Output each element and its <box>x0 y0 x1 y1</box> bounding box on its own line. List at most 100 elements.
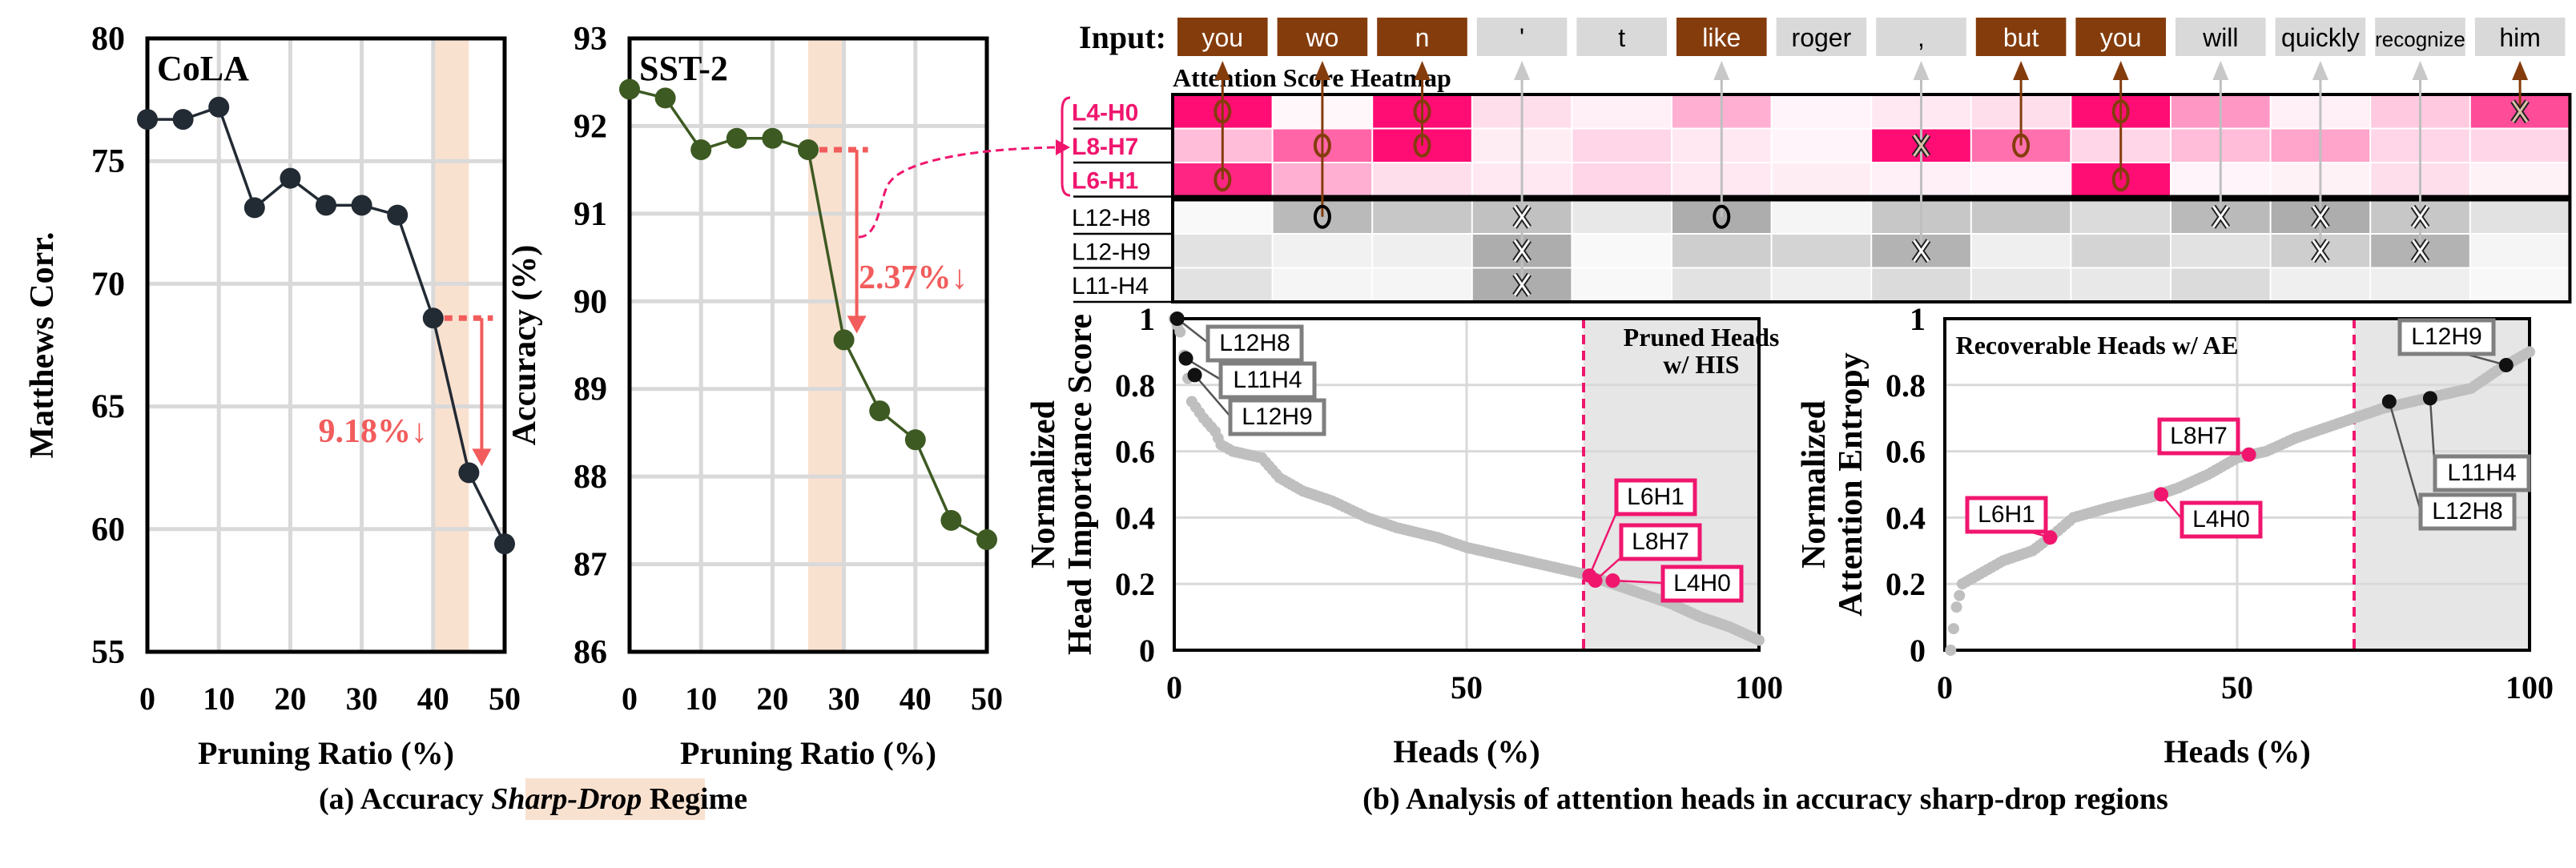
y-tick-label: 70 <box>91 266 125 303</box>
heatmap-cell <box>2470 129 2570 162</box>
input-token <box>2176 18 2266 56</box>
x-tick-label: 50 <box>1451 669 1483 705</box>
head-label-box <box>2433 454 2531 492</box>
data-point <box>940 509 962 531</box>
y-tick-label: 0.4 <box>1886 500 1926 536</box>
link-dashed-curve <box>858 146 1058 239</box>
heatmap-cell <box>1772 95 1871 128</box>
cross-mark-fill <box>1913 239 1930 263</box>
cross-mark-icon <box>1911 133 1931 158</box>
head-point <box>1947 623 1959 635</box>
x-axis-label: Pruning Ratio (%) <box>198 735 454 771</box>
circle-mark-icon <box>2012 133 2031 158</box>
y-axis-label-line2: Attention Entropy <box>1833 352 1870 616</box>
data-point <box>458 462 480 484</box>
input-token-text: t <box>1618 23 1625 52</box>
drop-annotation: 9.18%↓ <box>319 413 429 450</box>
heatmap-title: Attention Score Heatmap <box>1173 63 1451 92</box>
y-axis-label: NormalizedAttention Entropy <box>1796 352 1870 616</box>
input-token-text: ' <box>1519 23 1524 52</box>
input-token-text: but <box>2003 23 2039 52</box>
token-arrowhead <box>2312 61 2328 80</box>
input-token <box>1576 18 1667 56</box>
data-point <box>208 96 230 118</box>
y-axis-label: Accuracy (%) <box>506 245 543 446</box>
highlighted-head-point <box>1178 351 1193 366</box>
x-tick-label: 10 <box>685 681 717 717</box>
input-token <box>1776 18 1867 56</box>
caption-a-emphasis: Sharp-Drop <box>491 782 642 816</box>
link-arrowhead <box>1056 139 1070 155</box>
head-point <box>1945 645 1957 656</box>
data-point <box>280 167 301 189</box>
heatmap-cell <box>1273 235 1372 267</box>
x-tick-label: 10 <box>203 681 235 717</box>
head-label-box <box>2180 500 2263 539</box>
x-tick-label: 50 <box>2221 669 2253 705</box>
cross-mark-icon <box>2410 204 2430 229</box>
drop-arrowhead <box>847 315 867 334</box>
x-tick-label: 40 <box>417 681 449 717</box>
row-label: L4-H0 <box>1072 99 1138 126</box>
head-label: L8H7 <box>2170 423 2228 449</box>
caption-a-prefix: (a) Accuracy <box>319 782 491 816</box>
sst2-chart: 86 87 88 89 90 91 92 93 0 10 20 30 40 50 SST-2 Pruning … <box>506 21 1003 771</box>
plot-frame <box>1173 317 1761 652</box>
highlighted-head-point <box>1588 573 1603 589</box>
circle-mark-icon <box>1313 204 1331 229</box>
x-tick-label: 50 <box>971 681 1003 717</box>
heatmap-cell <box>2271 268 2370 301</box>
highlighted-head-point <box>1169 311 1185 326</box>
heatmap-cell <box>2071 268 2170 301</box>
head-point <box>1174 326 1186 338</box>
input-token <box>2474 18 2566 56</box>
input-token <box>1676 18 1767 56</box>
y-tick-label: 0.6 <box>1886 434 1926 470</box>
y-tick-label: 93 <box>574 21 607 58</box>
head-label: L8H7 <box>1632 528 1689 555</box>
heatmap-cell <box>1772 235 1871 267</box>
data-point <box>494 533 515 555</box>
y-tick-label: 91 <box>574 196 607 233</box>
data-point <box>351 195 372 216</box>
heatmap-cell <box>1772 200 1871 233</box>
highlighted-head-point <box>2498 357 2514 372</box>
circle-mark-icon <box>1214 99 1232 124</box>
heatmap-cell <box>2071 200 2170 233</box>
input-token <box>2275 18 2366 56</box>
label-leader-line <box>2388 401 2422 512</box>
x-tick-label: 0 <box>622 681 638 717</box>
row-label: L11-H4 <box>1072 273 1149 299</box>
heatmap-cell <box>1971 235 2071 267</box>
row-label: L6-H1 <box>1072 167 1138 194</box>
head-label-box <box>1660 565 1744 603</box>
cross-mark-icon <box>2410 239 2430 263</box>
circle-mark-icon <box>1413 133 1431 158</box>
data-point <box>762 127 783 149</box>
heatmap-cell <box>1971 268 2071 301</box>
heatmap-cell <box>1872 268 1970 301</box>
heatmap-cell <box>1772 163 1871 196</box>
heatmap-cell <box>1772 268 1871 301</box>
x-tick-label: 20 <box>274 681 306 717</box>
data-point <box>726 127 747 149</box>
gray-block-frame <box>1171 198 2572 303</box>
heatmap-cell <box>2470 268 2570 301</box>
cross-mark-icon <box>1911 239 1931 263</box>
y-axis-label-line1: Normalized <box>1796 400 1833 569</box>
heatmap-cell <box>1373 235 1471 267</box>
input-token <box>1277 18 1368 56</box>
attention-entropy-chart: 0 0.2 0.4 0.6 0.8 1 0 50 100 Heads (%) NormalizedA… <box>1796 301 2554 770</box>
heatmap-cell <box>1173 200 1272 233</box>
cross-mark-icon <box>1512 272 1532 297</box>
token-arrowhead <box>2212 61 2229 80</box>
y-tick-label: 0 <box>1139 633 1155 669</box>
y-tick-label: 1 <box>1139 301 1155 337</box>
y-tick-label: 87 <box>574 547 607 584</box>
input-token-text: roger <box>1792 23 1852 52</box>
heatmap-cell <box>1373 268 1471 301</box>
token-arrowhead <box>1514 61 1531 80</box>
input-token-text: you <box>2100 23 2142 52</box>
token-arrowhead <box>1214 61 1231 80</box>
cross-mark-icon <box>1512 239 1532 263</box>
